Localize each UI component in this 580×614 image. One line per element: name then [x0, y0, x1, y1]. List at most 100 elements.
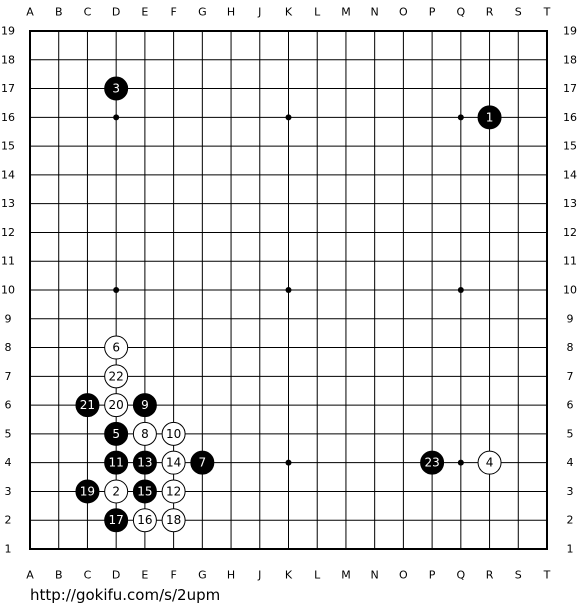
- row-label: 1: [5, 543, 12, 556]
- stone: [190, 450, 215, 475]
- stone: [161, 421, 186, 446]
- column-label: O: [399, 6, 408, 19]
- row-label: 10: [563, 284, 577, 297]
- column-label: K: [285, 6, 293, 19]
- row-label: 18: [1, 53, 15, 66]
- row-label: 8: [567, 341, 574, 354]
- stone: [477, 450, 502, 475]
- row-label: 5: [5, 427, 12, 440]
- row-label: 11: [563, 255, 577, 268]
- move-number: 3: [112, 82, 120, 96]
- column-label: D: [112, 6, 120, 19]
- star-point: [113, 287, 120, 293]
- row-label: 6: [5, 399, 12, 412]
- move-number: 18: [166, 513, 181, 527]
- move-number: 2: [112, 484, 120, 498]
- column-label: P: [429, 569, 436, 582]
- board-border: [29, 30, 548, 550]
- stone: [104, 335, 129, 360]
- column-label: Q: [456, 569, 465, 582]
- column-label: G: [198, 6, 207, 19]
- column-label: K: [285, 569, 293, 582]
- move-number: 11: [109, 456, 124, 470]
- row-label: 14: [563, 168, 577, 181]
- stone: [161, 479, 186, 504]
- stone: [132, 508, 157, 533]
- row-label: 15: [563, 140, 577, 153]
- row-label: 9: [5, 312, 12, 325]
- row-label: 3: [567, 485, 574, 498]
- move-number: 8: [141, 427, 149, 441]
- row-label: 15: [1, 140, 15, 153]
- column-label: J: [257, 6, 261, 19]
- column-label: E: [141, 6, 148, 19]
- column-label: F: [170, 6, 176, 19]
- column-label: A: [26, 6, 34, 19]
- column-label: R: [486, 6, 494, 19]
- row-label: 17: [1, 82, 15, 95]
- stone: [104, 479, 129, 504]
- column-label: H: [227, 569, 235, 582]
- column-label: L: [314, 6, 321, 19]
- stone: [132, 450, 157, 475]
- row-label: 13: [1, 197, 15, 210]
- row-label: 17: [563, 82, 577, 95]
- row-label: 1: [567, 543, 574, 556]
- row-label: 4: [5, 456, 12, 469]
- column-label: C: [84, 6, 92, 19]
- move-number: 5: [112, 427, 120, 441]
- column-label: B: [55, 6, 63, 19]
- column-label: B: [55, 569, 63, 582]
- column-label: M: [341, 569, 351, 582]
- row-label: 11: [1, 255, 15, 268]
- row-label: 18: [563, 53, 577, 66]
- stone: [161, 450, 186, 475]
- row-label: 14: [1, 168, 15, 181]
- stone: [132, 393, 157, 418]
- row-label: 2: [567, 514, 574, 527]
- move-number: 19: [80, 484, 95, 498]
- stone: [420, 450, 445, 475]
- column-label: S: [515, 6, 522, 19]
- row-label: 19: [563, 25, 577, 38]
- move-number: 21: [80, 398, 95, 412]
- column-label: F: [170, 569, 176, 582]
- row-label: 5: [567, 427, 574, 440]
- column-label: L: [314, 569, 321, 582]
- move-number: 20: [109, 398, 124, 412]
- stone: [75, 393, 100, 418]
- stone: [104, 393, 129, 418]
- stone: [104, 364, 129, 389]
- url: http://gokifu.com/s/2upm: [30, 586, 220, 604]
- move-number: 16: [137, 513, 152, 527]
- column-label: G: [198, 569, 207, 582]
- column-label: J: [257, 569, 261, 582]
- star-point: [457, 114, 464, 121]
- column-label: T: [543, 6, 551, 19]
- row-label: 7: [567, 370, 574, 383]
- row-label: 9: [567, 312, 574, 325]
- move-number: 1: [486, 110, 494, 124]
- column-label: N: [371, 569, 379, 582]
- move-number: 12: [166, 484, 181, 498]
- star-point: [285, 459, 292, 466]
- move-number: 10: [166, 427, 181, 441]
- move-number: 9: [141, 398, 149, 412]
- star-point: [285, 114, 292, 121]
- row-label: 10: [1, 284, 15, 297]
- move-number: 6: [112, 341, 120, 355]
- stone: [104, 450, 129, 475]
- stone: [104, 421, 129, 446]
- column-label: D: [112, 569, 120, 582]
- column-label: R: [486, 569, 494, 582]
- star-point: [457, 459, 464, 466]
- move-number: 13: [137, 456, 152, 470]
- column-label: N: [371, 6, 379, 19]
- stone: [161, 508, 186, 533]
- row-label: 3: [5, 485, 12, 498]
- column-label: Q: [456, 6, 465, 19]
- row-label: 19: [1, 25, 15, 38]
- column-label: C: [84, 569, 92, 582]
